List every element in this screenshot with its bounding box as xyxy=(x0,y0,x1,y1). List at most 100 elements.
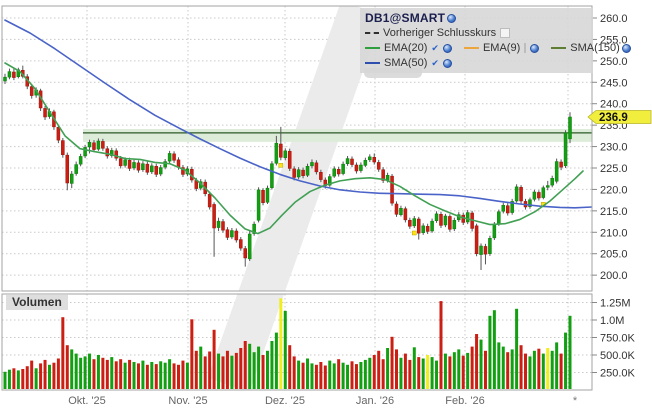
volume-bar xyxy=(483,350,487,389)
legend-prev-close-row[interactable]: Vorheriger Schlusskurs xyxy=(365,26,588,40)
volume-bar xyxy=(319,362,323,389)
volume-bar xyxy=(83,356,87,389)
candle xyxy=(150,165,154,173)
volume-bar xyxy=(506,352,510,389)
event-markers xyxy=(278,163,546,236)
svg-text:Okt. '25: Okt. '25 xyxy=(68,395,106,407)
svg-text:1.25M: 1.25M xyxy=(600,298,631,310)
svg-text:260.0: 260.0 xyxy=(600,13,628,25)
volume-bar xyxy=(510,349,514,389)
event-marker-icon[interactable] xyxy=(278,163,284,168)
ema20-label: EMA(20) xyxy=(384,42,428,54)
legend-collapse-tab[interactable] xyxy=(364,68,422,78)
volume-bar xyxy=(221,356,225,389)
volume-bar xyxy=(417,357,421,389)
volume-bar xyxy=(92,359,96,389)
event-marker-icon[interactable] xyxy=(412,230,417,236)
candle xyxy=(87,142,92,148)
volume-bar xyxy=(123,362,127,389)
candle xyxy=(546,185,550,188)
volume-bar xyxy=(306,358,310,389)
volume-bar xyxy=(7,369,11,389)
candle xyxy=(283,150,288,158)
candle xyxy=(61,140,65,155)
svg-text:1.0M: 1.0M xyxy=(600,315,624,327)
candle xyxy=(403,208,408,221)
candle xyxy=(328,176,332,186)
candle xyxy=(554,161,559,182)
last-price-tag: 236.9 xyxy=(587,110,652,124)
volume-bar xyxy=(528,356,532,389)
candle xyxy=(425,226,430,232)
candle xyxy=(158,167,163,175)
candle xyxy=(394,203,399,215)
prev-close-checkbox[interactable] xyxy=(500,28,511,38)
volume-bar xyxy=(279,298,283,389)
volume-bar xyxy=(532,350,536,389)
volume-bar xyxy=(239,348,243,389)
candle xyxy=(132,162,136,169)
candle xyxy=(439,214,443,226)
candle xyxy=(234,230,239,241)
candle xyxy=(412,218,417,227)
volume-bar xyxy=(52,362,56,389)
volume-bar xyxy=(537,348,541,389)
symbol-info-icon[interactable] xyxy=(447,13,457,23)
volume-bar xyxy=(386,348,390,389)
candle xyxy=(118,158,123,167)
svg-text:500.0K: 500.0K xyxy=(600,350,636,362)
candle xyxy=(510,201,514,213)
ema9-swatch-icon xyxy=(463,47,479,49)
volume-bar xyxy=(501,346,505,389)
volume-bar xyxy=(257,346,261,389)
volume-bar xyxy=(341,362,345,389)
sma150-settings-icon[interactable] xyxy=(621,43,631,53)
candle xyxy=(310,162,314,167)
volume-bar xyxy=(150,362,154,389)
candle xyxy=(550,178,554,186)
sma50-checkbox[interactable]: ✔ xyxy=(431,58,439,68)
svg-text:210.0: 210.0 xyxy=(600,227,628,239)
ema20-checkbox[interactable]: ✔ xyxy=(431,43,439,53)
candle xyxy=(230,230,234,238)
candle xyxy=(265,187,270,203)
candle xyxy=(345,158,350,164)
volume-bar xyxy=(457,349,461,389)
candle xyxy=(252,223,256,234)
svg-text:Feb. '26: Feb. '26 xyxy=(445,395,484,407)
candle xyxy=(505,205,510,214)
ema9-settings-icon[interactable] xyxy=(530,43,540,53)
sma50-label: SMA(50) xyxy=(384,57,428,69)
volume-bar xyxy=(515,308,519,389)
volume-bar xyxy=(390,336,394,389)
candle xyxy=(181,167,185,175)
candle xyxy=(247,233,252,260)
candle xyxy=(408,220,412,227)
ema20-settings-icon[interactable] xyxy=(442,43,452,53)
candle xyxy=(363,160,368,166)
candle xyxy=(225,229,230,238)
candle xyxy=(376,162,381,170)
candle xyxy=(56,127,61,141)
volume-bar xyxy=(79,357,83,389)
volume-bar xyxy=(105,359,109,389)
candle xyxy=(96,140,101,150)
volume-bar xyxy=(337,359,341,389)
candle xyxy=(434,213,439,221)
candle xyxy=(474,225,479,254)
candle xyxy=(239,239,243,249)
candle xyxy=(74,164,78,174)
candle xyxy=(532,191,537,200)
sma50-settings-icon[interactable] xyxy=(442,58,452,68)
svg-text:245.0: 245.0 xyxy=(600,77,628,89)
ema9-checkbox[interactable] xyxy=(524,43,527,53)
volume-bar xyxy=(270,341,274,389)
volume-bar xyxy=(359,362,363,389)
volume-bar xyxy=(101,357,105,389)
volume-bar xyxy=(234,352,238,389)
volume-bar xyxy=(199,346,203,389)
svg-text:255.0: 255.0 xyxy=(600,34,628,46)
volume-bar xyxy=(408,359,412,389)
volume-bar xyxy=(96,355,100,389)
svg-text:215.0: 215.0 xyxy=(600,206,628,218)
